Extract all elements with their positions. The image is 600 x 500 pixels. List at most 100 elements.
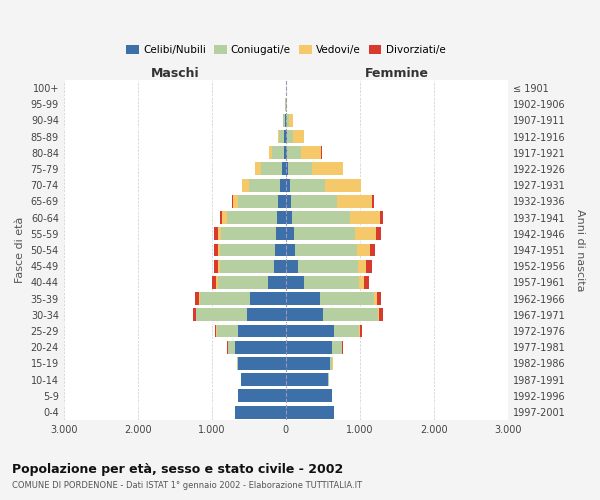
Bar bbox=[218, 244, 220, 256]
Bar bbox=[284, 146, 286, 159]
Legend: Celibi/Nubili, Coniugati/e, Vedovi/e, Divorziati/e: Celibi/Nubili, Coniugati/e, Vedovi/e, Di… bbox=[122, 41, 449, 60]
Bar bbox=[286, 162, 288, 175]
Bar bbox=[233, 195, 238, 208]
Bar bbox=[218, 276, 268, 289]
Bar bbox=[256, 162, 262, 175]
Bar bbox=[325, 178, 361, 192]
Bar bbox=[272, 146, 284, 159]
Bar bbox=[228, 340, 235, 353]
Bar bbox=[196, 308, 247, 322]
Bar bbox=[370, 244, 376, 256]
Bar bbox=[312, 162, 343, 175]
Bar bbox=[238, 195, 278, 208]
Bar bbox=[238, 324, 286, 338]
Bar bbox=[373, 195, 374, 208]
Bar bbox=[286, 276, 304, 289]
Bar bbox=[242, 178, 249, 192]
Bar bbox=[374, 292, 377, 305]
Bar bbox=[379, 308, 383, 322]
Bar bbox=[235, 406, 286, 418]
Bar bbox=[286, 130, 287, 143]
Bar bbox=[278, 195, 286, 208]
Bar bbox=[220, 244, 275, 256]
Bar bbox=[227, 340, 228, 353]
Bar bbox=[360, 324, 362, 338]
Y-axis label: Fasce di età: Fasce di età bbox=[15, 217, 25, 283]
Bar bbox=[293, 130, 304, 143]
Bar bbox=[330, 357, 332, 370]
Bar bbox=[269, 146, 272, 159]
Bar bbox=[286, 178, 290, 192]
Bar bbox=[286, 195, 291, 208]
Bar bbox=[214, 260, 218, 272]
Bar bbox=[298, 260, 358, 272]
Bar bbox=[355, 228, 376, 240]
Bar bbox=[279, 130, 284, 143]
Bar bbox=[193, 308, 196, 322]
Bar bbox=[282, 162, 286, 175]
Bar bbox=[218, 260, 220, 272]
Bar bbox=[220, 260, 274, 272]
Bar bbox=[323, 308, 377, 322]
Bar bbox=[377, 308, 379, 322]
Bar bbox=[286, 211, 292, 224]
Bar bbox=[287, 146, 301, 159]
Bar bbox=[241, 373, 286, 386]
Bar bbox=[212, 276, 216, 289]
Bar bbox=[278, 130, 279, 143]
Bar bbox=[214, 228, 218, 240]
Bar bbox=[337, 195, 373, 208]
Bar bbox=[320, 292, 374, 305]
Bar bbox=[232, 195, 233, 208]
Bar bbox=[285, 114, 286, 127]
Bar bbox=[286, 260, 298, 272]
Bar bbox=[301, 146, 322, 159]
Text: COMUNE DI PORDENONE - Dati ISTAT 1° gennaio 2002 - Elaborazione TUTTITALIA.IT: COMUNE DI PORDENONE - Dati ISTAT 1° genn… bbox=[12, 481, 362, 490]
Bar bbox=[221, 228, 276, 240]
Bar bbox=[286, 340, 332, 353]
Text: Popolazione per età, sesso e stato civile - 2002: Popolazione per età, sesso e stato civil… bbox=[12, 462, 343, 475]
Bar bbox=[220, 211, 222, 224]
Bar bbox=[277, 211, 286, 224]
Bar bbox=[332, 340, 342, 353]
Bar bbox=[284, 130, 286, 143]
Bar bbox=[286, 308, 323, 322]
Bar bbox=[283, 114, 285, 127]
Bar bbox=[237, 357, 238, 370]
Bar bbox=[364, 276, 370, 289]
Bar bbox=[358, 260, 367, 272]
Bar bbox=[276, 228, 286, 240]
Bar bbox=[291, 195, 337, 208]
Bar bbox=[304, 276, 359, 289]
Bar bbox=[294, 228, 355, 240]
Bar bbox=[286, 228, 294, 240]
Bar bbox=[215, 324, 217, 338]
Bar bbox=[286, 114, 289, 127]
Bar bbox=[195, 292, 199, 305]
Bar bbox=[287, 130, 293, 143]
Bar bbox=[289, 114, 293, 127]
Y-axis label: Anni di nascita: Anni di nascita bbox=[575, 208, 585, 291]
Text: Maschi: Maschi bbox=[151, 67, 199, 80]
Bar bbox=[295, 244, 357, 256]
Bar bbox=[238, 357, 286, 370]
Text: Femmine: Femmine bbox=[365, 67, 429, 80]
Bar bbox=[275, 244, 286, 256]
Bar bbox=[249, 178, 280, 192]
Bar bbox=[286, 390, 332, 402]
Bar bbox=[199, 292, 200, 305]
Bar bbox=[222, 211, 227, 224]
Bar bbox=[357, 244, 370, 256]
Bar bbox=[288, 162, 312, 175]
Bar bbox=[216, 276, 218, 289]
Bar bbox=[380, 211, 383, 224]
Bar bbox=[274, 260, 286, 272]
Bar bbox=[247, 308, 286, 322]
Bar bbox=[286, 98, 287, 110]
Bar bbox=[376, 228, 380, 240]
Bar bbox=[227, 211, 277, 224]
Bar bbox=[250, 292, 286, 305]
Bar bbox=[350, 211, 380, 224]
Bar bbox=[218, 228, 221, 240]
Bar bbox=[268, 276, 286, 289]
